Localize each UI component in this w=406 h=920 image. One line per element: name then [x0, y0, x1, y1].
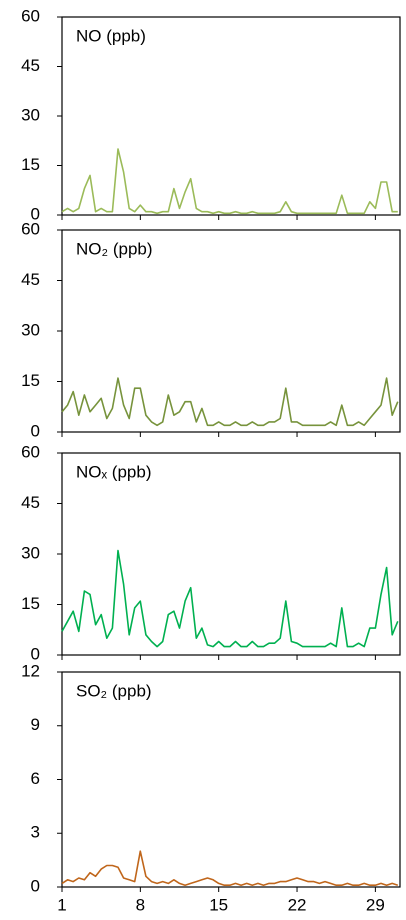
y-tick-label: 30: [21, 320, 40, 339]
panel-frame: [61, 16, 401, 216]
y-tick-label: 0: [31, 644, 40, 663]
x-tick-label: 15: [209, 895, 228, 914]
y-tick-label: 45: [21, 56, 40, 75]
x-tick-label: 1: [57, 895, 66, 914]
series-line: [61, 850, 399, 886]
x-tick-label: 29: [366, 895, 385, 914]
panel-frame: [61, 671, 401, 888]
panel-title: NOₓ (ppb): [76, 462, 152, 481]
y-tick-label: 30: [21, 105, 40, 124]
y-tick-label: 60: [21, 442, 40, 461]
series-line: [61, 549, 399, 648]
series-line: [61, 377, 399, 427]
panel-title: NO (ppb): [76, 26, 146, 45]
y-tick-label: 9: [31, 715, 40, 734]
y-tick-label: 30: [21, 543, 40, 562]
y-tick-label: 15: [21, 371, 40, 390]
y-tick-label: 60: [21, 6, 40, 25]
y-tick-label: 3: [31, 823, 40, 842]
y-tick-label: 6: [31, 769, 40, 788]
y-tick-label: 0: [31, 204, 40, 223]
y-tick-label: 45: [21, 493, 40, 512]
panel-title: SO₂ (ppb): [76, 681, 152, 700]
x-tick-label: 22: [288, 895, 307, 914]
y-tick-label: 45: [21, 270, 40, 289]
panel-frame: [61, 229, 401, 433]
series-line: [61, 148, 398, 215]
x-tick-label: 8: [136, 895, 145, 914]
y-tick-label: 15: [21, 594, 40, 613]
y-tick-label: 0: [31, 421, 40, 440]
panel-title: NO₂ (ppb): [76, 239, 153, 258]
y-tick-label: 60: [21, 219, 40, 238]
y-tick-label: 15: [21, 155, 40, 174]
y-tick-label: 0: [31, 876, 40, 895]
y-tick-label: 12: [21, 661, 40, 680]
